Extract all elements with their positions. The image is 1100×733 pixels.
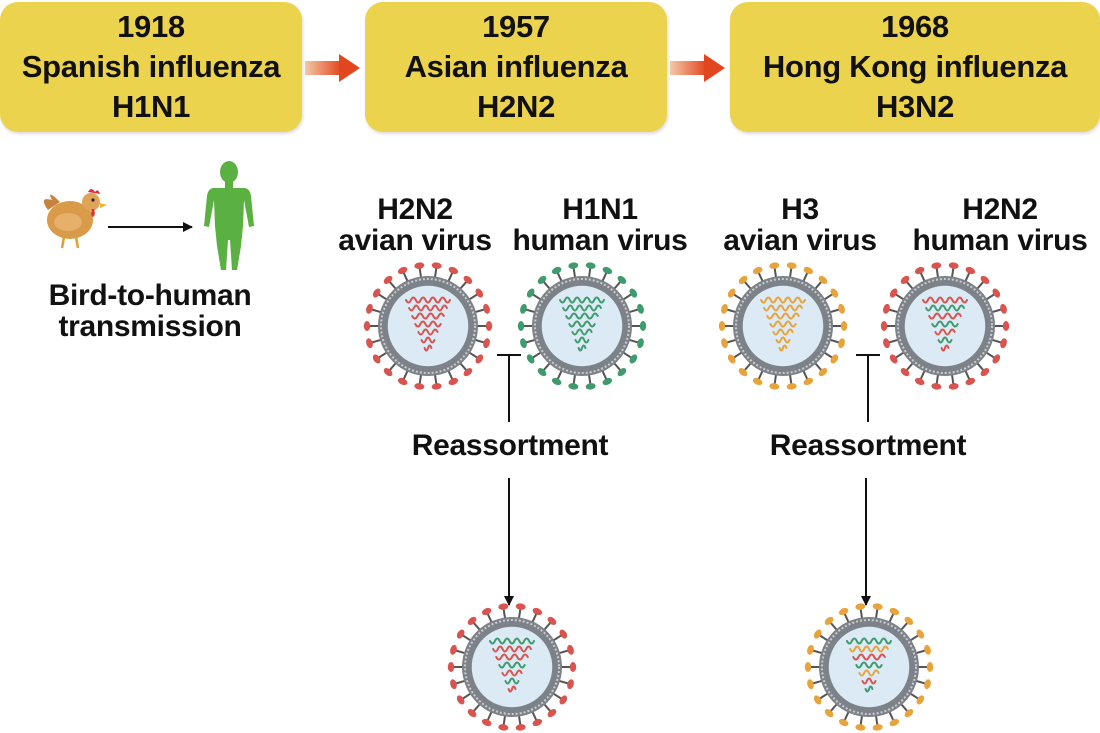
- virus-h2n2-human: [880, 262, 1010, 390]
- transmission-label: Bird-to-human transmission: [30, 280, 270, 342]
- timeline-arrow-2: [670, 54, 725, 82]
- pandemic-box-1957: 1957 Asian influenza H2N2: [365, 2, 667, 132]
- transmission-line2: transmission: [58, 310, 242, 343]
- human-figure-icon: [204, 161, 254, 270]
- reassortment-connector-right: [856, 354, 880, 606]
- virus-label-line1: H2N2: [377, 193, 453, 226]
- reassortment-label-1968: Reassortment: [748, 430, 988, 461]
- timeline-arrow-1: [305, 54, 360, 82]
- virus-label-line1: H3: [781, 193, 819, 226]
- pandemic-box-1918: 1918 Spanish influenza H1N1: [0, 2, 302, 132]
- chicken-icon: [43, 189, 107, 249]
- virus-label-h1n1-human: H1N1 human virus: [495, 194, 705, 256]
- pandemic-subtype: H1N1: [111, 89, 191, 124]
- pandemic-year: 1918: [117, 9, 185, 44]
- pandemic-subtype: H2N2: [476, 89, 556, 124]
- virus-label-h2n2-avian: H2N2 avian virus: [315, 194, 515, 256]
- reassortment-text: Reassortment: [769, 429, 967, 462]
- pandemic-name: Spanish influenza: [21, 49, 281, 84]
- virus-h2n2-avian: [363, 262, 493, 390]
- pandemic-name: Hong Kong influenza: [762, 49, 1068, 84]
- virus-label-h2n2-human: H2N2 human virus: [900, 194, 1100, 256]
- virus-label-line2: avian virus: [723, 224, 877, 257]
- virus-label-line1: H1N1: [562, 193, 638, 226]
- virus-h1n1-human: [517, 262, 647, 390]
- virus-label-line2: avian virus: [338, 224, 492, 257]
- pandemic-subtype: H3N2: [875, 89, 955, 124]
- virus-reassortant-1957: [447, 603, 577, 731]
- reassortment-label-1957: Reassortment: [390, 430, 630, 461]
- virus-layer: [363, 262, 1010, 731]
- pandemic-name: Asian influenza: [404, 49, 628, 84]
- transmission-line1: Bird-to-human: [48, 279, 252, 312]
- pandemic-year: 1968: [881, 9, 949, 44]
- pandemic-box-1968: 1968 Hong Kong influenza H3N2: [730, 2, 1100, 132]
- virus-reassortant-1968: [804, 603, 934, 731]
- virus-label-line2: human virus: [512, 224, 688, 257]
- virus-label-line1: H2N2: [962, 193, 1038, 226]
- virus-label-h3-avian: H3 avian virus: [700, 194, 900, 256]
- virus-h3-avian: [718, 262, 848, 390]
- virus-label-line2: human virus: [912, 224, 1088, 257]
- reassortment-connector-left: [497, 354, 521, 606]
- reassortment-text: Reassortment: [411, 429, 609, 462]
- pandemic-year: 1957: [482, 9, 550, 44]
